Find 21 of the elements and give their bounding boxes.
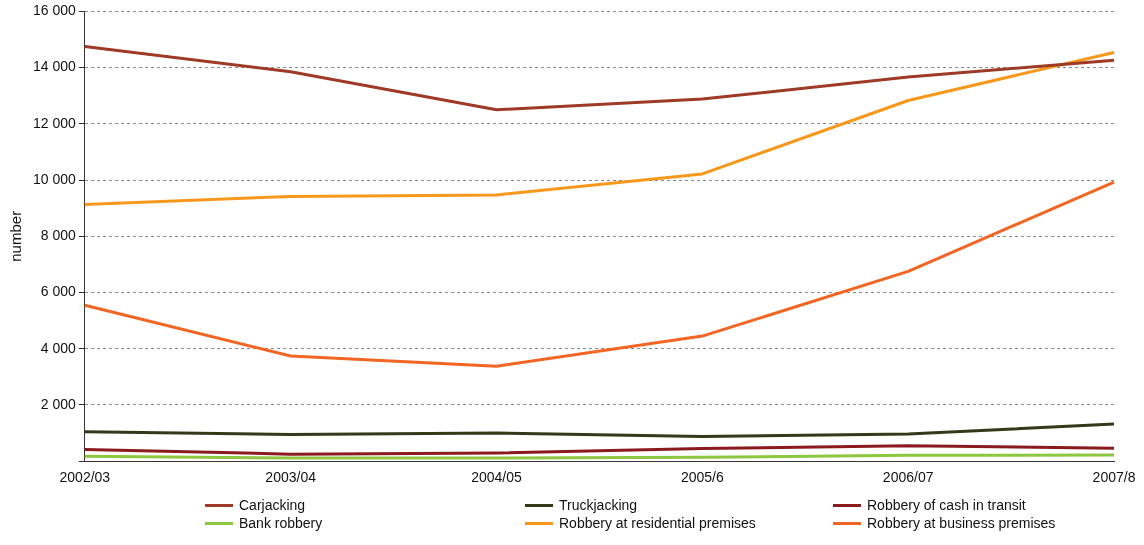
y-tick-label: 6 000 <box>40 283 77 300</box>
x-tick-label: 2003/04 <box>265 469 317 486</box>
x-tick-label: 2007/8 <box>1092 469 1136 486</box>
legend-label: Robbery at business premises <box>867 515 1056 531</box>
legend-label: Robbery at residential premises <box>559 515 756 531</box>
x-tick-label: 2006/07 <box>882 469 934 486</box>
y-tick-label: 4 000 <box>40 339 77 356</box>
y-axis-title: number <box>7 210 25 262</box>
legend-label: Carjacking <box>239 497 306 513</box>
y-tick-label: 14 000 <box>32 58 77 75</box>
y-tick-label: 16 000 <box>32 2 77 19</box>
y-tick-label: 8 000 <box>40 227 77 244</box>
x-tick-label: 2004/05 <box>471 469 523 486</box>
legend-label: Bank robbery <box>239 515 323 531</box>
legend-label: Truckjacking <box>559 497 638 513</box>
x-tick-label: 2005/6 <box>680 469 724 486</box>
x-tick-label: 2002/03 <box>59 469 111 486</box>
y-tick-label: 2 000 <box>40 395 77 412</box>
y-tick-label: 10 000 <box>32 170 77 187</box>
y-tick-label: 12 000 <box>32 114 77 131</box>
legend-label: Robbery of cash in transit <box>867 497 1026 513</box>
